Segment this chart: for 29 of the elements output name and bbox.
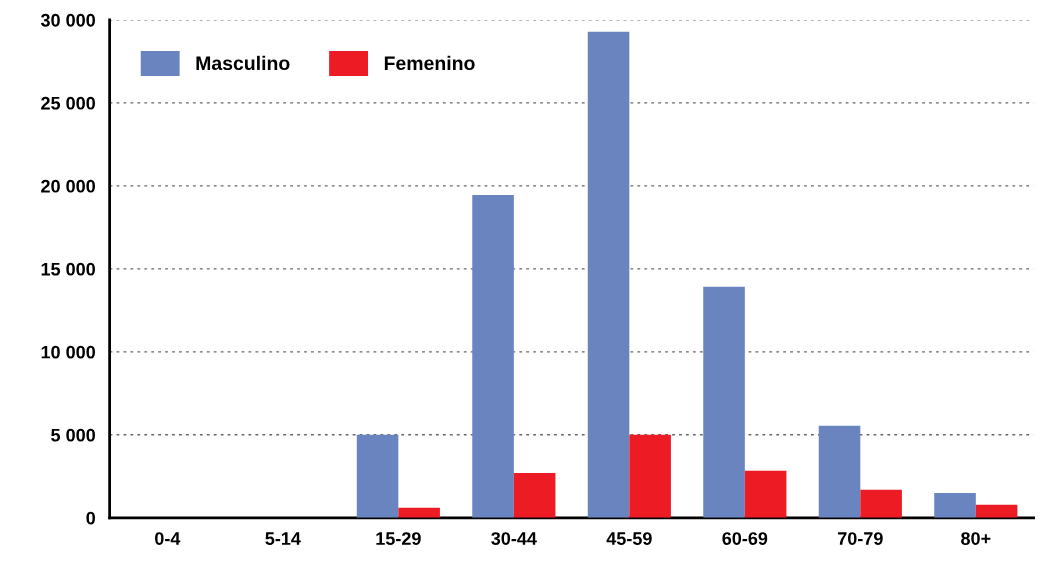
bar <box>703 286 745 518</box>
bar <box>356 434 399 518</box>
x-tick-label: 60-69 <box>722 532 768 545</box>
bar <box>587 31 630 518</box>
x-tick-label: 70-79 <box>838 532 883 545</box>
x-tick-label: 5-14 <box>265 532 301 545</box>
bar <box>818 425 861 518</box>
x-tick-label: 45-59 <box>606 532 652 545</box>
x-tick-label: 15-29 <box>376 532 421 545</box>
x-tick-label: 0-4 <box>155 532 181 545</box>
bar <box>513 472 556 518</box>
x-tick-label: 30-44 <box>491 532 537 545</box>
y-tick-label: 10 000 <box>41 345 95 359</box>
bar <box>472 195 514 518</box>
y-tick-label: 20 000 <box>41 179 95 193</box>
bar <box>975 504 1018 518</box>
bar <box>398 507 440 518</box>
bar <box>629 434 671 518</box>
y-tick-label: 15 000 <box>41 262 95 276</box>
y-tick-label: 5 000 <box>51 428 95 442</box>
y-tick-label: 25 000 <box>41 96 95 110</box>
legend-label: Femenino <box>384 55 475 71</box>
legend-label: Masculino <box>196 55 290 71</box>
x-tick-label: 80+ <box>961 532 991 545</box>
bar <box>934 492 976 518</box>
bar <box>860 489 902 518</box>
y-tick-label: 30 000 <box>40 13 95 27</box>
y-tick-label: 0 <box>86 511 95 525</box>
bar <box>744 470 787 518</box>
